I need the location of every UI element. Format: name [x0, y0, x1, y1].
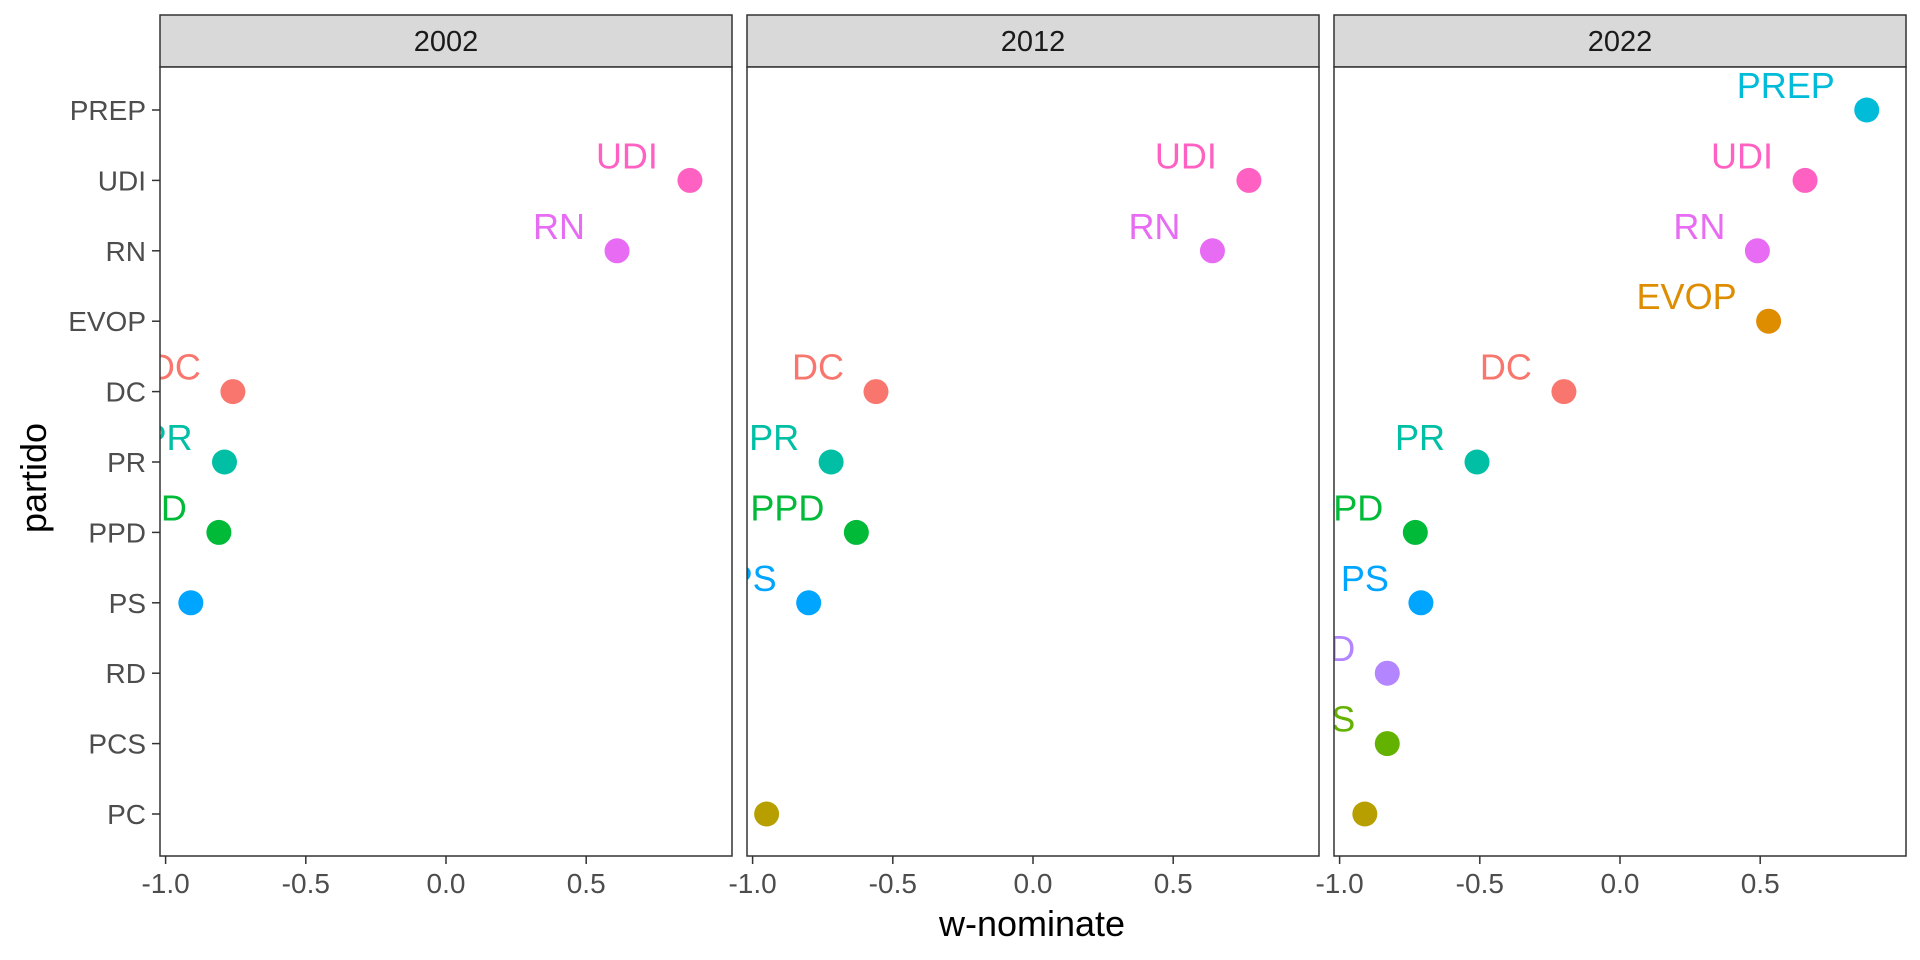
- point-pc: [754, 801, 780, 827]
- point-dc: [220, 379, 246, 405]
- point-dc: [863, 379, 889, 405]
- point-ps: [1408, 590, 1434, 616]
- y-tick-label: RN: [106, 236, 146, 267]
- x-tick-label: 0.0: [427, 868, 466, 899]
- y-tick-label: PR: [107, 447, 146, 478]
- point-label-ppd: PPD: [750, 487, 824, 528]
- x-tick-label: -0.5: [282, 868, 330, 899]
- point-label-rd: RD: [1303, 628, 1355, 669]
- facet-strip-label: 2012: [1001, 26, 1066, 58]
- point-label-ps: PS: [729, 558, 777, 599]
- y-tick-label: PPD: [88, 517, 146, 548]
- x-axis-title: w-nominate: [938, 903, 1125, 944]
- point-pc: [1352, 801, 1378, 827]
- y-tick-label: UDI: [98, 165, 146, 196]
- point-label-ppd: PPD: [1309, 487, 1383, 528]
- x-tick-label: -1.0: [1315, 868, 1363, 899]
- point-evop: [1756, 308, 1782, 334]
- facet-strip-label: 2002: [414, 26, 479, 58]
- point-label-ppd: PPD: [113, 487, 187, 528]
- point-udi: [1792, 167, 1818, 193]
- point-label-udi: UDI: [596, 135, 658, 176]
- panel-background: [1334, 67, 1906, 856]
- point-label-ps: PS: [1341, 558, 1389, 599]
- point-rn: [604, 238, 630, 264]
- y-axis: PREP UDI RN EVOP DC PR PPD PS RD PCS PC: [68, 95, 160, 830]
- point-label-dc: DC: [792, 347, 844, 388]
- point-label-dc: DC: [1480, 347, 1532, 388]
- panel-marks: UDIRNDCPRPPDPSPC: [729, 135, 1262, 827]
- x-tick-label: 0.5: [1154, 868, 1193, 899]
- point-pcs: [1374, 731, 1400, 757]
- point-pr: [1464, 449, 1490, 475]
- facet-panels: 2002UDIRNDCPRPPDPS2012UDIRNDCPRPPDPSPC20…: [113, 14, 1907, 857]
- point-ppd: [1402, 519, 1428, 545]
- facet-panel-2022: 2022PREPUDIRNEVOPDCPRPPDPSRDPCSPC: [1281, 14, 1907, 857]
- point-ppd: [206, 519, 232, 545]
- x-tick-label: -0.5: [869, 868, 917, 899]
- point-udi: [677, 167, 703, 193]
- x-tick-label: 0.5: [1741, 868, 1780, 899]
- point-prep: [1854, 97, 1880, 123]
- x-tick-label: 0.0: [1014, 868, 1053, 899]
- y-tick-label: PREP: [70, 95, 146, 126]
- x-axis: -1.0 -0.5 0.0 0.5 -1.0 -0.5 0.0 0.5 -1.0 -0.5 0.0 0…: [141, 856, 1780, 899]
- point-ps: [796, 590, 822, 616]
- point-pr: [211, 449, 237, 475]
- y-tick-label: DC: [106, 377, 146, 408]
- x-tick-label: -1.0: [728, 868, 776, 899]
- point-rd: [1374, 660, 1400, 686]
- point-label-pr: PR: [1395, 417, 1445, 458]
- point-dc: [1551, 379, 1577, 405]
- y-tick-label: PC: [107, 799, 146, 830]
- point-label-pcs: PCS: [1281, 699, 1355, 740]
- point-label-rn: RN: [533, 206, 585, 247]
- point-ppd: [843, 519, 869, 545]
- point-rn: [1744, 238, 1770, 264]
- y-tick-label: EVOP: [68, 306, 146, 337]
- facet-strip-label: 2022: [1588, 26, 1653, 58]
- panel-background: [160, 67, 732, 856]
- y-tick-label: PCS: [88, 729, 146, 760]
- point-label-pr: PR: [749, 417, 799, 458]
- y-axis-title: partido: [13, 423, 54, 533]
- point-label-rn: RN: [1128, 206, 1180, 247]
- x-tick-label: 0.5: [567, 868, 606, 899]
- facet-strip: [159, 14, 733, 68]
- point-label-rn: RN: [1673, 206, 1725, 247]
- point-udi: [1236, 167, 1262, 193]
- point-rn: [1199, 238, 1225, 264]
- point-ps: [178, 590, 204, 616]
- facet-panel-2012: 2012UDIRNDCPRPPDPSPC: [729, 14, 1320, 857]
- point-pr: [818, 449, 844, 475]
- point-label-udi: UDI: [1155, 135, 1217, 176]
- point-label-udi: UDI: [1711, 135, 1773, 176]
- x-tick-label: 0.0: [1601, 868, 1640, 899]
- y-tick-label: RD: [106, 658, 146, 689]
- point-label-dc: DC: [149, 347, 201, 388]
- x-tick-label: -0.5: [1456, 868, 1504, 899]
- point-label-evop: EVOP: [1637, 276, 1737, 317]
- y-tick-label: PS: [109, 588, 146, 619]
- point-label-prep: PREP: [1737, 65, 1835, 106]
- x-tick-label: -1.0: [141, 868, 189, 899]
- point-label-pr: PR: [142, 417, 192, 458]
